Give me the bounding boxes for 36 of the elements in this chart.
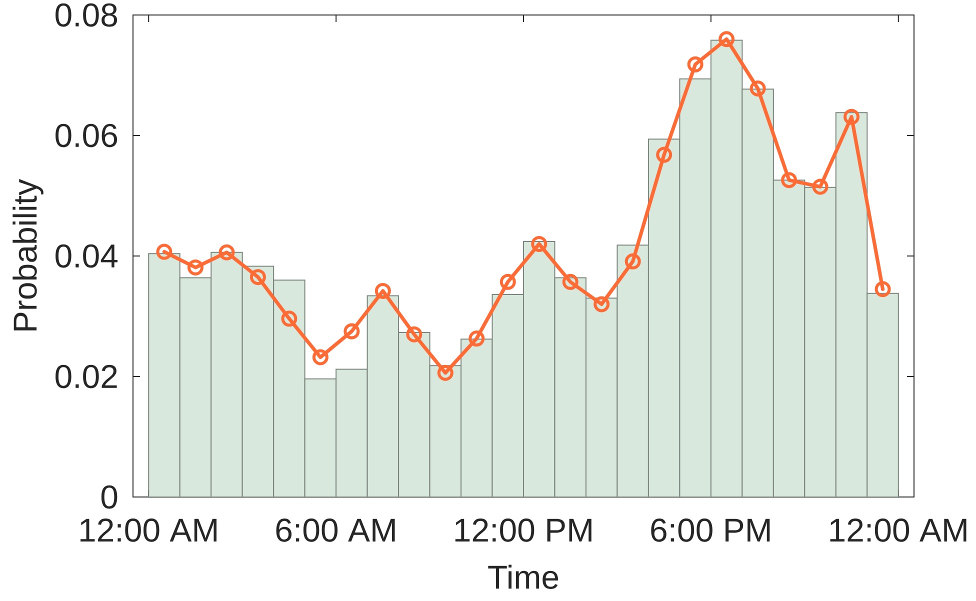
point — [500, 274, 516, 290]
point — [624, 253, 641, 270]
x-tick-label: 12:00 AM — [80, 518, 216, 542]
point — [562, 274, 578, 290]
point — [687, 56, 704, 72]
point — [312, 349, 328, 366]
point — [218, 244, 235, 260]
y-tick-label: 0.02 — [56, 364, 117, 388]
point — [281, 310, 298, 327]
x-tick-label: 6:00 PM — [651, 518, 770, 542]
point — [812, 178, 828, 195]
point — [656, 146, 672, 163]
point — [844, 108, 860, 125]
x-tick-label: 6:00 AM — [276, 518, 395, 542]
point — [406, 326, 422, 342]
y-tick-label: 0.04 — [56, 244, 118, 268]
point — [437, 364, 454, 381]
x-tick-label: 12:00 AM — [830, 518, 966, 542]
point — [750, 80, 766, 97]
point — [874, 281, 891, 298]
point — [531, 236, 548, 252]
y-tick-label: 0.06 — [56, 124, 118, 148]
point — [594, 296, 610, 312]
y-tick-label: 0.08 — [56, 3, 118, 27]
point — [156, 244, 172, 260]
y-axis-title: Probability — [12, 179, 44, 330]
point — [374, 282, 391, 299]
point — [781, 172, 798, 188]
point — [250, 269, 266, 286]
point — [187, 259, 204, 276]
point — [468, 330, 485, 347]
y-tick-label: 0 — [101, 485, 118, 509]
point — [344, 323, 360, 340]
x-tick-label: 12:00 PM — [455, 518, 592, 542]
point — [718, 31, 735, 48]
x-axis-title: Time — [488, 564, 558, 589]
